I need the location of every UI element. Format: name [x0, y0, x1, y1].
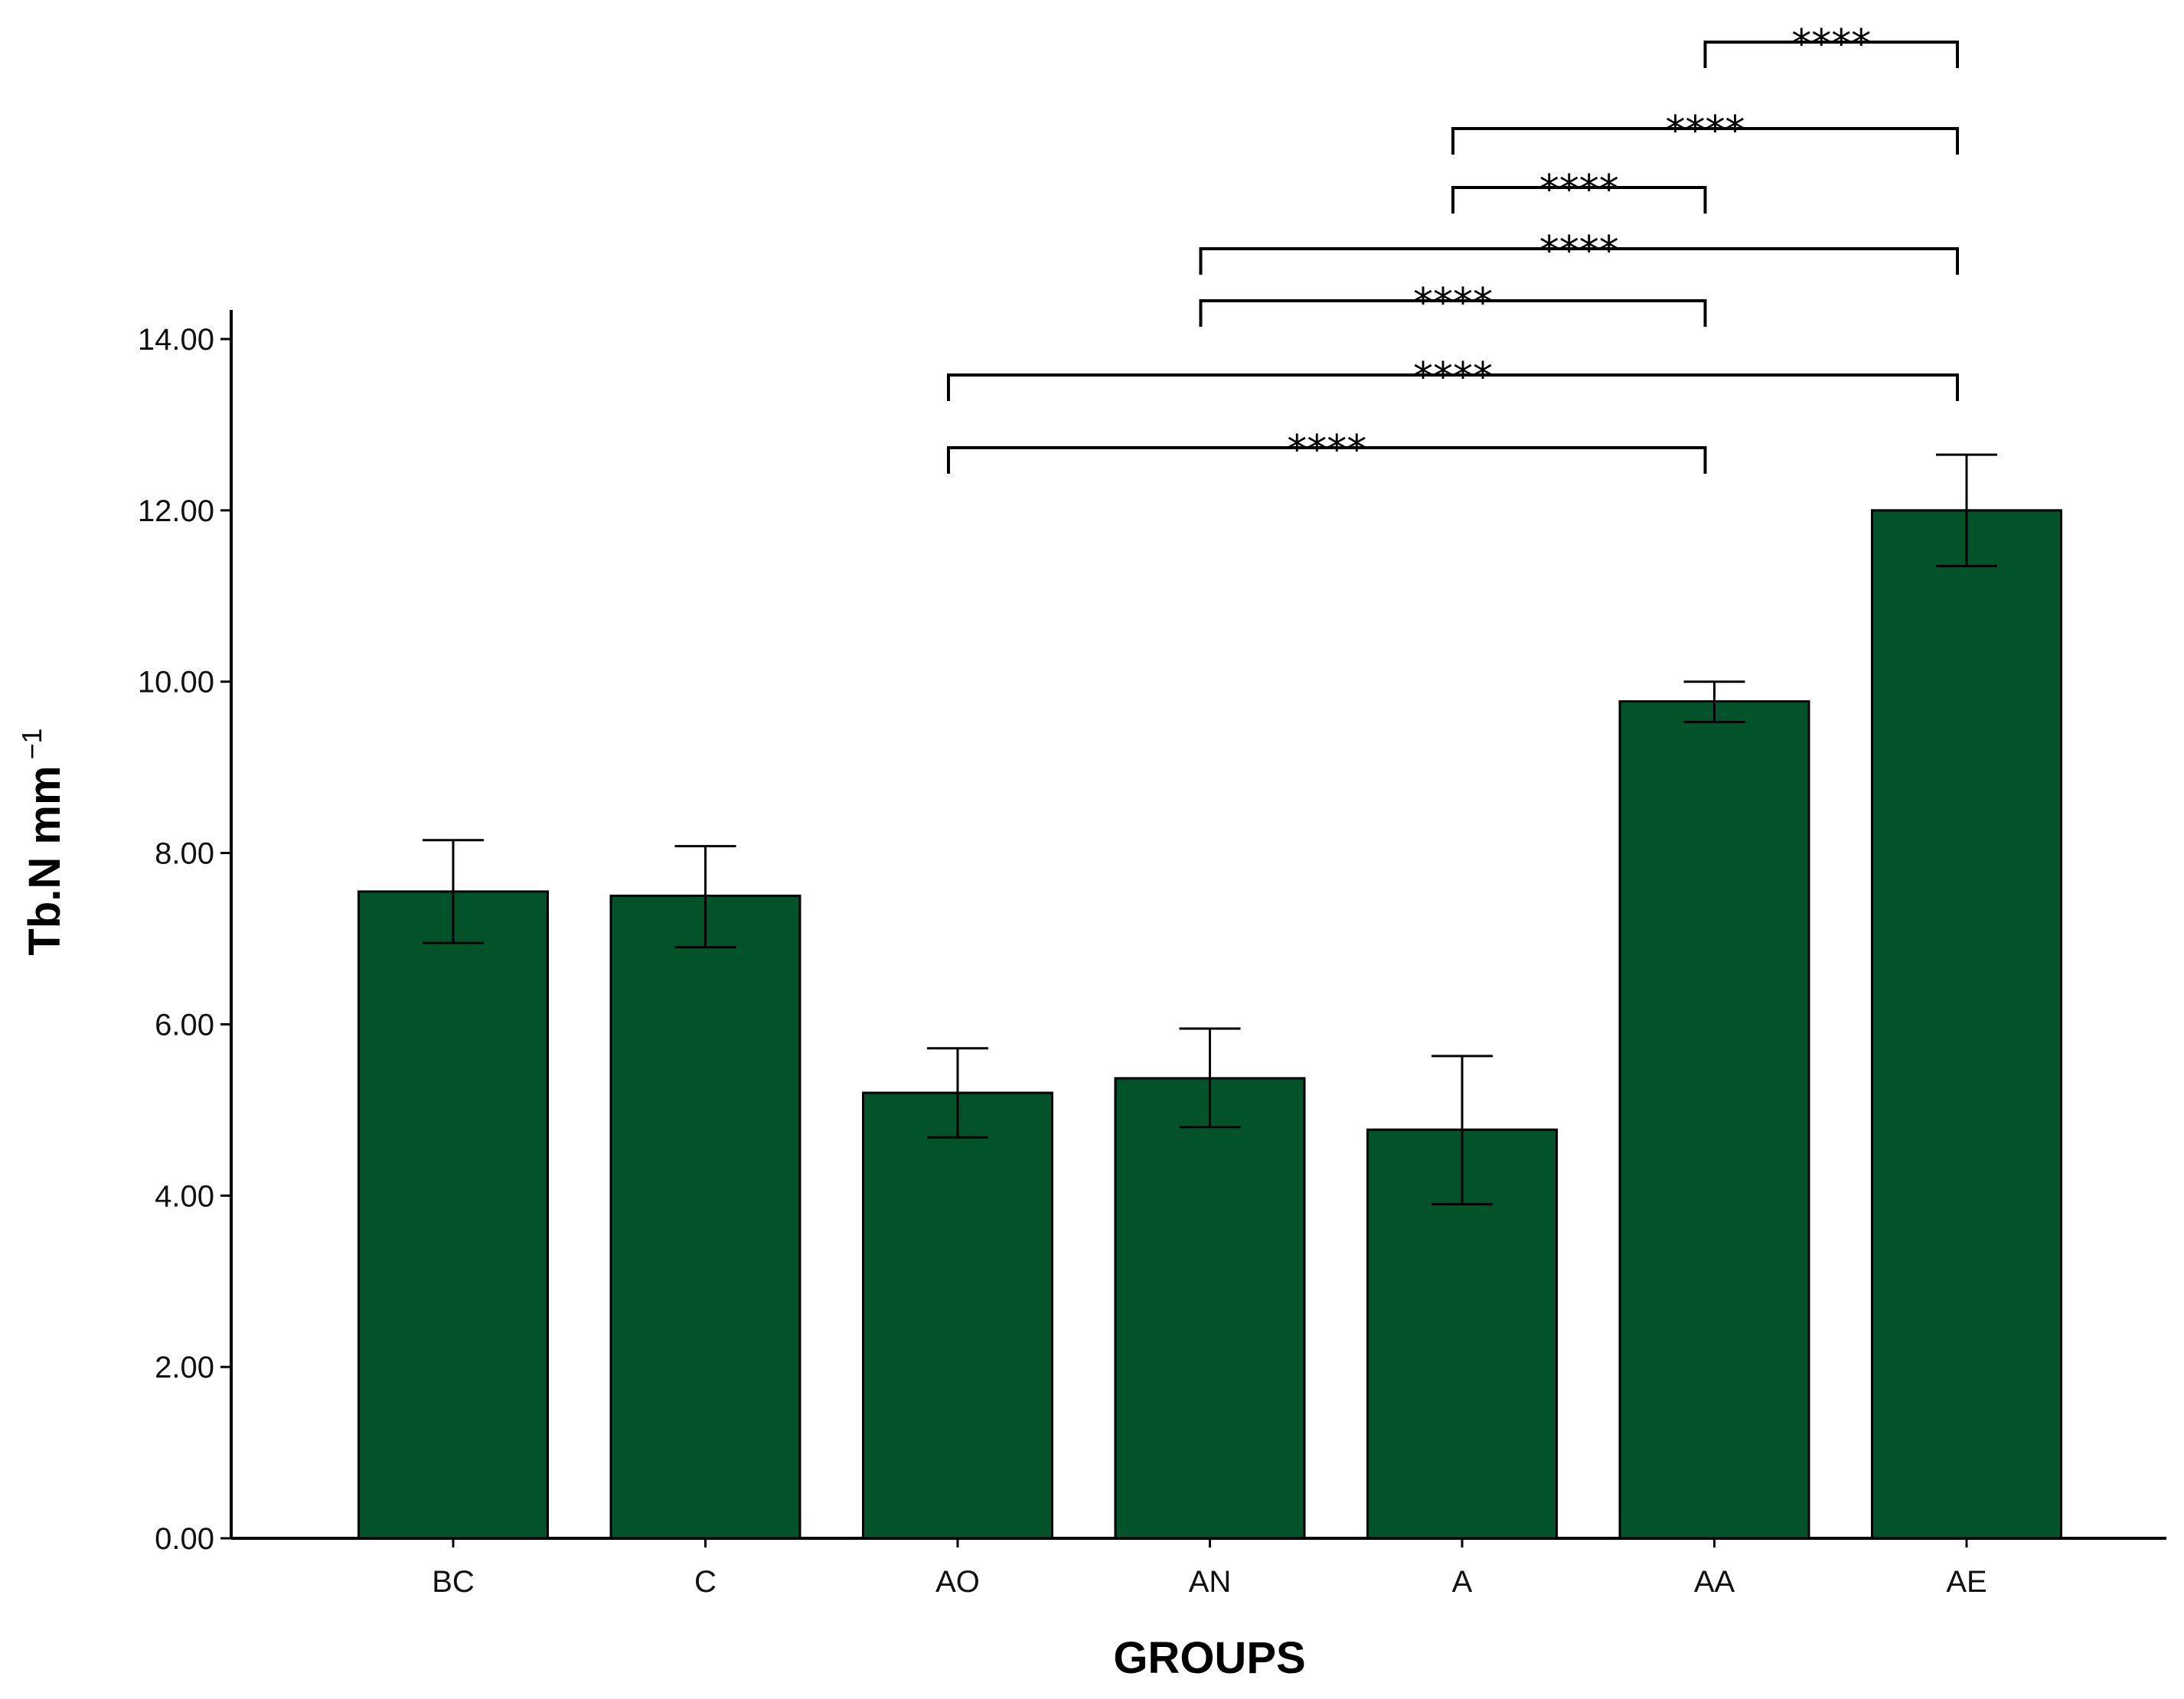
x-axis-title: GROUPS — [1113, 1633, 1305, 1683]
bracket-line — [1451, 127, 1959, 155]
x-tick-label-a: A — [1452, 1565, 1473, 1599]
y-tick-label: 10.00 — [138, 666, 214, 699]
error-bar-an — [1179, 1027, 1241, 1129]
significance-brackets: **** **** **** **** **** **** **** — [947, 21, 1959, 474]
bar-aa — [1618, 699, 1810, 1540]
x-tick-label-ae: AE — [1946, 1565, 1986, 1599]
error-bars — [423, 453, 1997, 1205]
bar-ae — [1871, 509, 2062, 1540]
bar-an — [1114, 1077, 1306, 1540]
bar-c — [609, 895, 801, 1540]
y-axis-title-superscript: −1 — [16, 728, 47, 759]
y-tick-label: 4.00 — [155, 1179, 214, 1213]
significance-label: **** — [1287, 427, 1366, 473]
y-tick-label: 12.00 — [138, 494, 214, 528]
bracket-line — [947, 373, 1959, 401]
significance-bracket: **** — [1451, 167, 1707, 214]
bracket-line — [1199, 299, 1707, 327]
significance-label: **** — [1539, 167, 1619, 213]
significance-label: **** — [1413, 280, 1493, 326]
y-axis-ticks: 0.00 2.00 4.00 6.00 8.00 10.00 12.00 14.00 — [138, 323, 231, 1556]
y-axis-title: Tb.N mm −1 — [16, 728, 70, 955]
significance-bracket: **** — [1199, 280, 1707, 327]
x-tick-label-aa: AA — [1694, 1565, 1735, 1599]
error-bar-c — [674, 845, 736, 949]
significance-label: **** — [1539, 228, 1619, 274]
significance-bracket: **** — [1451, 108, 1959, 155]
y-tick-label: 6.00 — [155, 1008, 214, 1042]
significance-bracket: **** — [947, 354, 1959, 401]
y-tick-label: 0.00 — [155, 1522, 214, 1556]
significance-label: **** — [1791, 21, 1871, 67]
error-bar-aa — [1683, 680, 1745, 723]
y-tick-label: 2.00 — [155, 1351, 214, 1384]
x-tick-label-c: C — [694, 1565, 717, 1599]
x-tick-label-an: AN — [1189, 1565, 1232, 1599]
significance-bracket: **** — [1199, 228, 1959, 275]
error-bar-ao — [927, 1047, 988, 1139]
y-tick-label: 8.00 — [155, 837, 214, 871]
significance-bracket: **** — [947, 427, 1707, 474]
bracket-line — [1451, 186, 1707, 214]
bar-ao — [862, 1091, 1053, 1540]
x-tick-label-bc: BC — [432, 1565, 475, 1599]
significance-label: **** — [1666, 108, 1745, 154]
x-tick-label-ao: AO — [935, 1565, 980, 1599]
error-bar-bc — [423, 839, 484, 944]
x-axis-ticks: BC C AO AN A AA AE — [432, 1538, 1987, 1599]
bracket-line — [1199, 247, 1959, 275]
y-tick-label: 14.00 — [138, 323, 214, 357]
error-bar-a — [1432, 1055, 1493, 1205]
bracket-line — [947, 446, 1707, 474]
bars — [357, 509, 2062, 1540]
error-bar-ae — [1936, 453, 1997, 568]
significance-bracket: **** — [1703, 21, 1959, 68]
bracket-line — [1703, 41, 1959, 68]
significance-label: **** — [1413, 354, 1493, 400]
bar-bc — [357, 890, 549, 1540]
y-axis-title-text: Tb.N mm — [20, 765, 70, 955]
